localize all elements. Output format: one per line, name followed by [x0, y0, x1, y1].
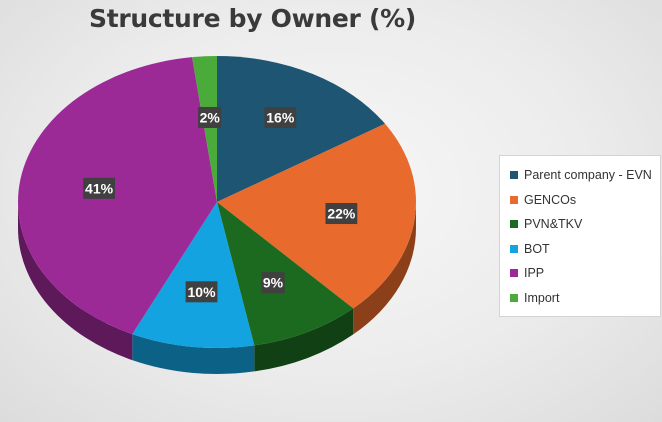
legend-item-gencos: GENCOs [510, 188, 660, 213]
legend-swatch [510, 195, 518, 204]
legend-swatch [510, 220, 518, 229]
pie-depth-layer [18, 202, 416, 374]
legend-item-ipp: IPP [510, 261, 660, 286]
legend-label: GENCOs [524, 192, 577, 207]
pie-depth-gencos [353, 202, 416, 335]
legend-item-bot: BOT [510, 237, 660, 262]
pie-slice-ipp [18, 57, 217, 335]
pie-slice-bot [132, 202, 255, 348]
data-label-text: 22% [327, 206, 356, 222]
pie-data-labels: 16% 22% 9% 10% 41% 2% [83, 106, 358, 303]
legend-item-parent-company-evn: Parent company - EVN [510, 163, 660, 188]
chart-title: Structure by Owner (%) [89, 4, 416, 33]
legend-swatch [510, 244, 518, 253]
data-label-box [83, 177, 115, 199]
legend-item-import: Import [510, 286, 660, 311]
data-label-box [264, 107, 297, 129]
data-label-text: 2% [200, 109, 221, 125]
legend-label: BOT [524, 241, 550, 256]
legend-swatch [510, 171, 518, 180]
pie-depth-bot [132, 334, 255, 374]
legend-label: Import [524, 290, 560, 305]
data-label-parent-company-evn: 16% [264, 107, 297, 129]
pie-slice-gencos [217, 123, 417, 309]
data-label-bot: 10% [185, 281, 218, 303]
legend-label: PVN&TKV [524, 217, 583, 232]
legend: Parent company - EVN GENCOs PVN&TKV BOT IPP I… [499, 155, 661, 317]
data-label-box [198, 106, 222, 128]
data-label-box [261, 272, 285, 294]
pie-slice-pvn-tkv [217, 202, 354, 346]
data-label-pvn-tkv: 9% [261, 272, 285, 294]
pie-depth-ipp [18, 202, 133, 361]
data-label-import: 2% [198, 106, 222, 128]
data-label-box [325, 203, 358, 225]
legend-item-pvn-tkv: PVN&TKV [510, 212, 660, 237]
data-label-gencos: 22% [325, 203, 358, 225]
pie-depth-pvn-tkv [254, 308, 354, 372]
pie-top-layer [18, 56, 417, 348]
legend-label: IPP [524, 266, 545, 281]
legend-label: Parent company - EVN [524, 168, 652, 183]
data-label-text: 41% [85, 180, 114, 196]
pie-slice-import [192, 56, 217, 202]
legend-swatch [510, 293, 518, 302]
data-label-text: 10% [188, 284, 217, 300]
legend-swatch [510, 269, 518, 278]
pie-slice-parent-company-evn [217, 56, 386, 202]
data-label-box [185, 281, 218, 303]
data-label-text: 9% [263, 275, 284, 291]
data-label-ipp: 41% [83, 177, 115, 199]
data-label-text: 16% [266, 110, 295, 126]
